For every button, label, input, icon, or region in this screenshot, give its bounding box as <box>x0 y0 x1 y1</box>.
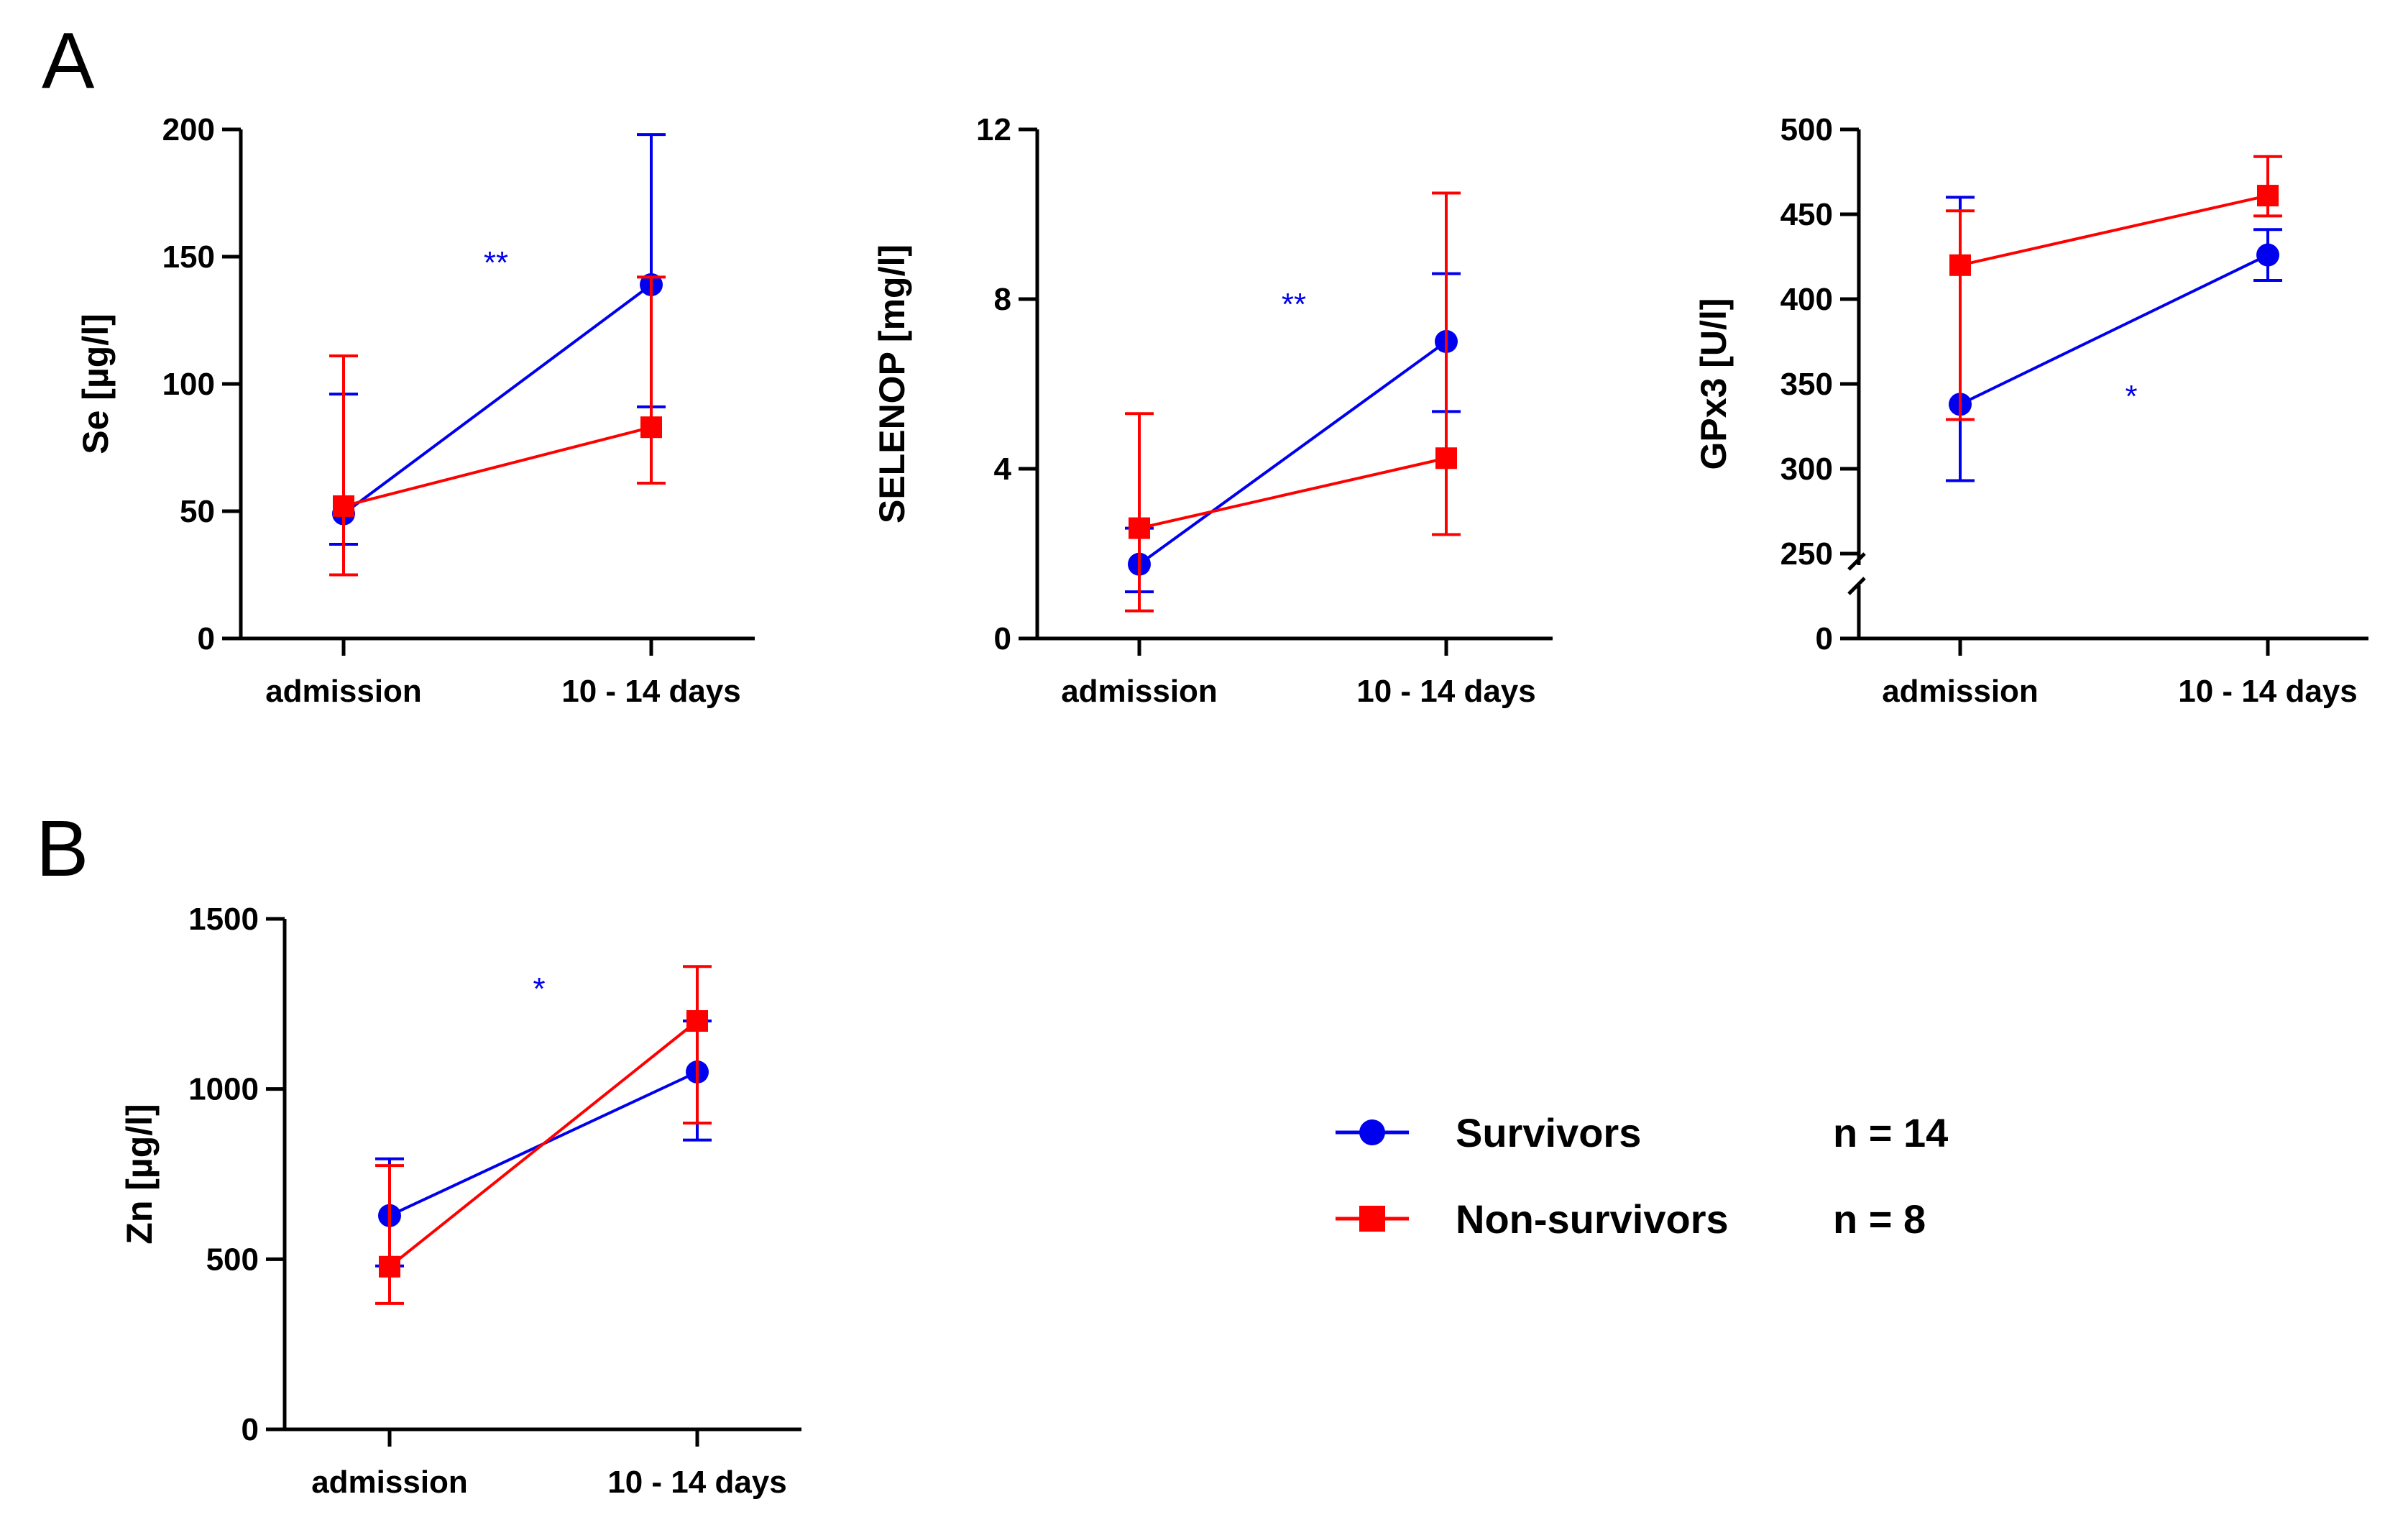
series-survivors <box>329 133 666 546</box>
data-point-circle <box>2256 243 2279 267</box>
y-axis-title: SELENOP [mg/l] <box>872 244 912 523</box>
y-tick-label: 500 <box>206 1242 259 1277</box>
panel-label-a: A <box>42 17 95 105</box>
significance-marker: ** <box>484 245 508 280</box>
significance-marker: * <box>533 971 545 1007</box>
x-tick-label: 10 - 14 days <box>561 674 741 709</box>
legend-item-survivors: Survivors n = 14 <box>1336 1110 1948 1155</box>
y-tick-label: 0 <box>994 621 1011 656</box>
series-survivors <box>1946 196 2282 482</box>
y-tick-label: 200 <box>162 112 215 147</box>
data-point-square <box>686 1010 708 1032</box>
series-line <box>1959 253 2269 406</box>
significance-marker: ** <box>1282 287 1306 322</box>
legend-item-non-survivors: Non-survivors n = 8 <box>1336 1196 1926 1242</box>
x-tick-label: admission <box>265 674 422 709</box>
charts-container: 0 50 100 150 200 admission 10 - 14 days Se [µg/… <box>75 112 2368 1500</box>
y-tick-label: 4 <box>994 452 1012 487</box>
series-line <box>343 426 652 508</box>
x-tick-label: admission <box>1061 674 1218 709</box>
axis-break-mark-bottom <box>1847 577 1866 595</box>
y-tick-label: 500 <box>1780 112 1833 147</box>
y-tick-label: 0 <box>1816 621 1833 656</box>
y-tick-label: 1000 <box>188 1072 259 1107</box>
y-tick-label: 50 <box>180 494 215 529</box>
legend-label: Non-survivors <box>1456 1196 1729 1242</box>
legend-marker-circle <box>1359 1119 1385 1145</box>
legend-n: n = 14 <box>1833 1110 1948 1155</box>
y-tick-label: 0 <box>198 621 215 656</box>
chart-gpx3: 250 300 350 400 450 500 0 admission 10 - 14 days… <box>1694 112 2368 709</box>
data-point-square <box>333 495 354 517</box>
data-point-square <box>1435 447 1457 469</box>
y-tick-label: 12 <box>976 112 1011 147</box>
series-non-survivors <box>329 275 666 577</box>
data-point-square <box>379 1255 400 1278</box>
x-tick-label: admission <box>1882 674 2039 709</box>
y-tick-label: 250 <box>1780 536 1833 572</box>
panel-label-b: B <box>36 805 88 893</box>
significance-marker: * <box>2125 379 2137 414</box>
x-tick-label: 10 - 14 days <box>607 1465 787 1500</box>
data-point-square <box>1129 517 1150 539</box>
y-tick-label: 350 <box>1780 367 1833 402</box>
series-line <box>388 1020 699 1268</box>
series-line <box>1138 340 1448 566</box>
data-point-square <box>2257 185 2279 207</box>
chart-zn: 0 500 1000 1500 admission 10 - 14 days Zn [µg/… <box>119 902 801 1500</box>
series-line <box>342 283 653 516</box>
y-axis-title: Zn [µg/l] <box>119 1104 160 1244</box>
y-tick-label: 400 <box>1780 282 1833 317</box>
y-tick-label: 450 <box>1780 197 1833 232</box>
x-tick-label: 10 - 14 days <box>1356 674 1536 709</box>
data-point-square <box>1949 254 1971 276</box>
y-axis-title: Se [µg/l] <box>75 313 116 454</box>
y-tick-label: 0 <box>242 1412 259 1447</box>
y-tick-label: 100 <box>162 367 215 402</box>
series-line <box>1959 194 2269 267</box>
legend-marker-square <box>1359 1206 1385 1232</box>
chart-selenop: 0 4 8 12 admission 10 - 14 days SELENOP [mg/l]… <box>872 112 1553 709</box>
y-tick-label: 150 <box>162 239 215 275</box>
y-tick-label: 8 <box>994 282 1011 317</box>
series-line <box>1139 457 1447 530</box>
chart-se: 0 50 100 150 200 admission 10 - 14 days Se [µg/… <box>75 112 755 709</box>
y-axis-title: GPx3 [U/l] <box>1694 298 1734 470</box>
legend-n: n = 8 <box>1833 1196 1926 1242</box>
legend-label: Survivors <box>1456 1110 1641 1155</box>
y-tick-label: 1500 <box>188 902 259 937</box>
series-non-survivors <box>375 965 712 1305</box>
series-non-survivors <box>1125 191 1461 613</box>
data-point-square <box>640 416 662 439</box>
axis-break-mark-top <box>1847 552 1866 571</box>
series-non-survivors <box>1946 155 2282 421</box>
legend: Survivors n = 14 Non-survivors n = 8 <box>1336 1110 1948 1242</box>
x-tick-label: admission <box>311 1465 468 1500</box>
y-tick-label: 300 <box>1780 452 1833 487</box>
x-tick-label: 10 - 14 days <box>2178 674 2358 709</box>
